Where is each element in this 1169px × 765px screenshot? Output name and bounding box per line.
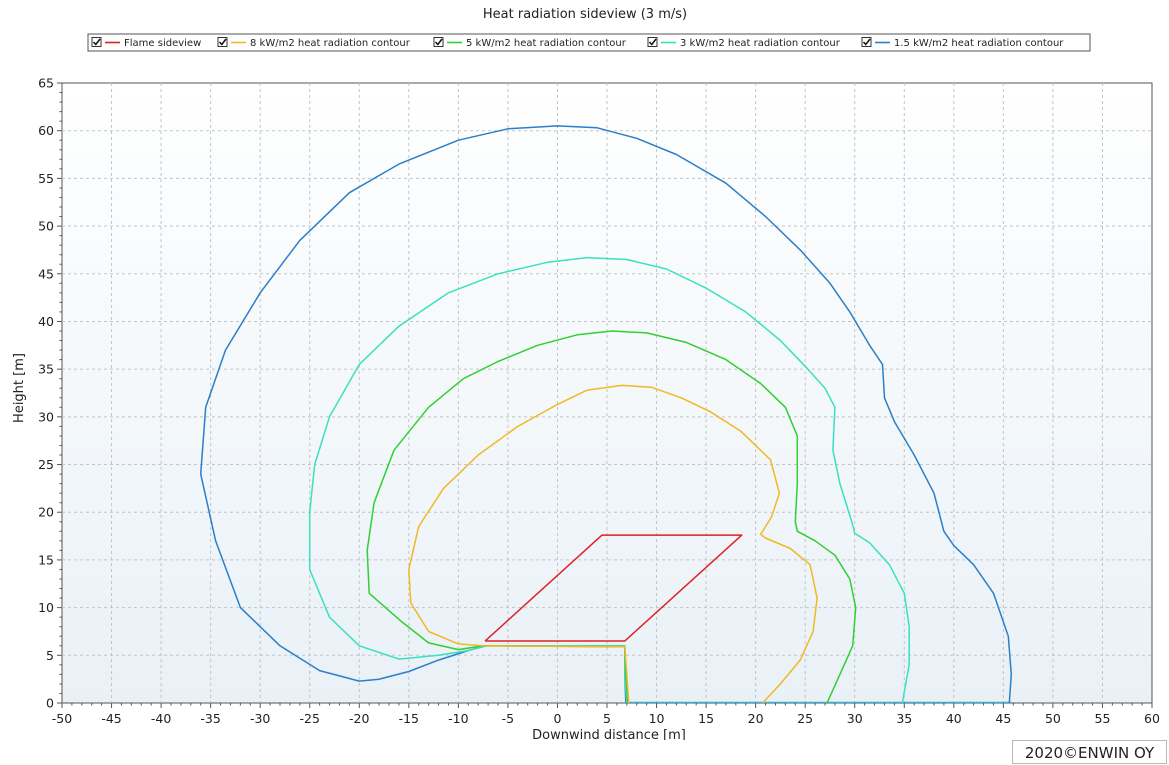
series-line-4	[199, 125, 1013, 703]
y-tick-label: 0	[46, 696, 54, 711]
legend-checkbox[interactable]	[217, 37, 228, 47]
x-tick-label: -45	[101, 711, 121, 726]
legend-label: 3 kW/m2 heat radiation contour	[680, 38, 841, 49]
series-line-3	[308, 256, 910, 703]
x-tick-label: -50	[52, 711, 72, 726]
series-line-1	[408, 384, 818, 703]
y-tick-label: 55	[38, 171, 54, 186]
x-tick-label: 55	[1095, 711, 1111, 726]
legend: Flame sideview 8 kW/m2 heat radiation con…	[87, 33, 1091, 52]
x-tick-label: 30	[847, 711, 863, 726]
x-tick-label: -30	[250, 711, 270, 726]
axis-ticks: -50 -45 -40 -35 -30 -25 -20 -15 -10 -5 0 5 10 15 20 25 3…	[38, 76, 1160, 727]
legend-item-4[interactable]: 1.5 kW/m2 heat radiation contour	[861, 37, 1064, 50]
y-axis-label: Height [m]	[12, 353, 27, 423]
series-line-0	[484, 534, 743, 642]
x-tick-label: -40	[151, 711, 171, 726]
series-line-2	[366, 330, 857, 703]
y-tick-label: 40	[38, 314, 54, 329]
x-tick-label: 25	[797, 711, 813, 726]
chart-title: Heat radiation sideview (3 m/s)	[483, 7, 687, 22]
x-tick-label: 40	[946, 711, 962, 726]
check-icon	[218, 38, 227, 46]
x-tick-label: 15	[698, 711, 714, 726]
x-tick-label: -25	[300, 711, 320, 726]
x-tick-label: 10	[649, 711, 665, 726]
legend-checkbox[interactable]	[91, 37, 102, 47]
y-tick-label: 20	[38, 505, 54, 520]
y-tick-label: 65	[38, 76, 54, 91]
y-tick-label: 5	[46, 648, 54, 663]
legend-item-2[interactable]: 5 kW/m2 heat radiation contour	[433, 37, 627, 50]
y-tick-label: 50	[38, 219, 54, 234]
check-icon	[862, 38, 871, 46]
y-tick-label: 10	[38, 600, 54, 615]
series-layer	[199, 125, 1013, 703]
x-tick-label: 50	[1045, 711, 1061, 726]
x-axis-label: Downwind distance [m]	[532, 728, 686, 740]
x-tick-label: 35	[896, 711, 912, 726]
x-tick-label: -15	[399, 711, 419, 726]
x-tick-label: 45	[995, 711, 1011, 726]
legend-item-3[interactable]: 3 kW/m2 heat radiation contour	[647, 37, 841, 50]
legend-label: Flame sideview	[124, 38, 201, 49]
check-icon	[648, 38, 657, 46]
x-tick-label: 20	[748, 711, 764, 726]
check-icon	[92, 38, 101, 46]
y-tick-label: 15	[38, 552, 54, 567]
heat-radiation-chart: Heat radiation sideview (3 m/s) Flame si…	[12, 7, 1160, 740]
legend-item-0[interactable]: Flame sideview	[91, 37, 201, 50]
legend-label: 1.5 kW/m2 heat radiation contour	[894, 38, 1064, 49]
legend-label: 8 kW/m2 heat radiation contour	[250, 38, 411, 49]
y-tick-label: 35	[38, 362, 54, 377]
y-tick-label: 45	[38, 266, 54, 281]
y-tick-label: 30	[38, 409, 54, 424]
x-tick-label: -20	[349, 711, 369, 726]
x-tick-label: -10	[448, 711, 468, 726]
y-tick-label: 25	[38, 457, 54, 472]
x-tick-label: -5	[502, 711, 514, 726]
copyright-label: 2020©ENWIN OY	[1012, 740, 1167, 764]
check-icon	[434, 38, 443, 46]
x-tick-label: 0	[553, 711, 561, 726]
y-tick-label: 60	[38, 123, 54, 138]
legend-box	[87, 33, 1091, 52]
legend-checkbox[interactable]	[647, 37, 658, 47]
x-tick-label: -35	[200, 711, 220, 726]
legend-item-1[interactable]: 8 kW/m2 heat radiation contour	[217, 37, 411, 50]
legend-checkbox[interactable]	[433, 37, 444, 47]
legend-checkbox[interactable]	[861, 37, 872, 47]
x-tick-label: 60	[1144, 711, 1160, 726]
x-tick-label: 5	[603, 711, 611, 726]
legend-label: 5 kW/m2 heat radiation contour	[466, 38, 627, 49]
